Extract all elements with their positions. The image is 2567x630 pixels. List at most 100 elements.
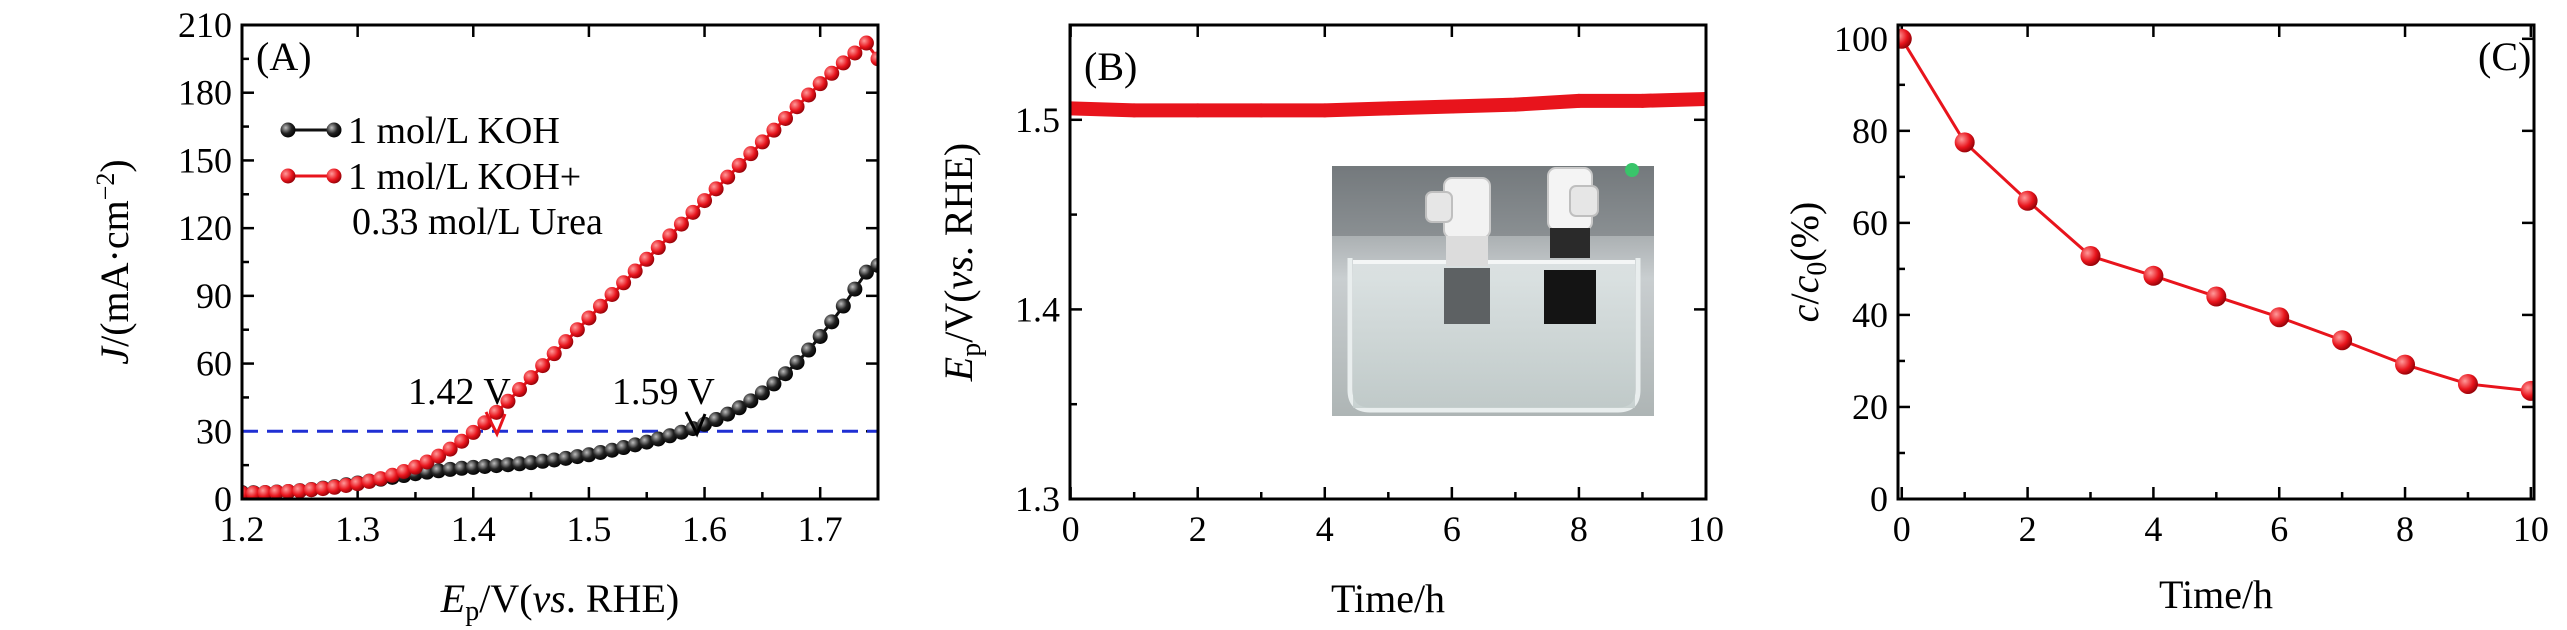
legend-entry-koh: 1 mol/L KOH (348, 110, 560, 152)
data-point-urea (870, 51, 878, 67)
data-point-potential (1635, 93, 1650, 108)
data-point-koh (720, 406, 736, 422)
data-point-urea (558, 334, 574, 350)
data-point-urea (812, 76, 828, 92)
data-point-koh (523, 455, 539, 471)
x-tick-label: 0 (1893, 509, 1911, 549)
x-tick-label: 1.6 (682, 509, 727, 549)
panel-b: 0 2 4 6 8 10 1.3 1.4 1.5 (B) Time/h Ep/V(vs. RHE… (936, 23, 1724, 621)
data-point-urea (338, 477, 354, 493)
data-point-urea (246, 485, 262, 499)
data-point-koh (442, 461, 458, 477)
data-point-urea (627, 263, 643, 279)
data-point-koh (535, 453, 551, 469)
data-point-urea (754, 134, 770, 150)
data-point-urea (535, 358, 551, 374)
data-point-koh (546, 452, 562, 468)
panel-a-legend: 1 mol/L KOH 1 mol/L KOH+ 0.33 mol/L Urea (280, 110, 603, 243)
data-point-urea (650, 240, 666, 256)
data-point-urea (292, 483, 308, 499)
panel-a-frame (240, 23, 880, 501)
panel-a-ylabel: J/(mA·cm−2) (91, 159, 137, 364)
data-point-koh (512, 456, 528, 472)
panel-a: 1.2 1.3 1.4 1.5 1.6 1.7 0 30 60 90 120 150 180 210 (A… (91, 5, 880, 627)
data-point-koh (662, 428, 678, 444)
panel-b-xlabel: Time/h (1331, 576, 1445, 621)
annotation-1-59v-arrow (684, 411, 707, 438)
data-point-urea (697, 193, 713, 209)
annotation-1-42v: 1.42 V (408, 371, 511, 413)
panel-c-series-group (1898, 28, 2534, 401)
data-point-potential (1254, 103, 1269, 118)
data-point-urea (685, 204, 701, 220)
data-point-urea (442, 441, 458, 457)
data-point-potential (1699, 91, 1706, 106)
data-point-koh (477, 458, 493, 474)
annotation-1-59v: 1.59 V (612, 371, 715, 413)
y-tick-label: 0 (1870, 479, 1888, 519)
data-point-koh (673, 424, 689, 440)
data-point-koh (627, 437, 643, 453)
x-tick-label: 8 (2396, 509, 2414, 549)
data-point-koh (558, 450, 574, 466)
series-line-urea (242, 40, 878, 495)
y-tick-label: 40 (1852, 295, 1888, 335)
y-tick-label: 30 (196, 411, 232, 451)
data-point-urea (488, 404, 504, 420)
x-tick-label: 0 (1062, 509, 1080, 549)
data-point-urea (777, 110, 793, 126)
data-point-koh (454, 460, 470, 476)
data-point-urea (731, 157, 747, 173)
y-tick-label: 60 (1852, 203, 1888, 243)
legend-marker-urea-2 (326, 168, 342, 184)
data-point-concentration (2080, 246, 2101, 267)
data-point-urea (350, 476, 366, 492)
x-tick-label: 2 (1189, 509, 1207, 549)
data-point-urea (523, 370, 539, 386)
data-point-potential (1190, 103, 1205, 118)
data-point-urea (847, 45, 863, 61)
data-point-potential (1127, 103, 1142, 118)
data-point-urea (858, 35, 874, 51)
data-point-concentration (2332, 330, 2353, 351)
data-point-koh (789, 354, 805, 370)
panel-a-label: (A) (256, 34, 312, 79)
data-point-koh (604, 442, 620, 458)
data-point-urea (592, 298, 608, 314)
panel-a-xlabel: Ep/V(vs. RHE) (440, 576, 679, 627)
data-point-urea (407, 459, 423, 475)
data-point-koh (847, 281, 863, 297)
legend-marker-urea (280, 168, 296, 184)
data-point-urea (662, 228, 678, 244)
y-tick-label: 180 (178, 73, 232, 113)
data-point-urea (396, 463, 412, 479)
inset-left-holder (1446, 236, 1488, 266)
y-tick-label: 60 (196, 344, 232, 384)
data-point-koh (569, 449, 585, 465)
y-tick-label: 1.3 (1015, 479, 1060, 519)
y-tick-label: 150 (178, 140, 232, 180)
panel-c-frame (1896, 23, 2536, 501)
legend-entry-urea-line1: 1 mol/L KOH+ (348, 156, 581, 198)
x-tick-label: 6 (1443, 509, 1461, 549)
y-tick-label: 80 (1852, 111, 1888, 151)
x-tick-label: 10 (1688, 509, 1724, 549)
data-point-koh (858, 264, 874, 280)
data-point-potential (1317, 103, 1332, 118)
data-point-urea (789, 99, 805, 115)
y-tick-label: 1.5 (1015, 100, 1060, 140)
data-point-urea (720, 169, 736, 185)
inset-left-screw (1425, 191, 1453, 223)
panel-b-label: (B) (1084, 44, 1137, 89)
panel-a-ticks: 1.2 1.3 1.4 1.5 1.6 1.7 0 30 60 90 120 150 180 210 (178, 5, 878, 549)
panel-b-ylabel: Ep/V(vs. RHE) (936, 143, 987, 382)
data-point-concentration (2017, 190, 2038, 211)
x-tick-label: 4 (1316, 509, 1334, 549)
panel-b-inset-photo (1332, 163, 1654, 416)
data-point-potential (1444, 99, 1459, 114)
legend-entry-urea-line2: 0.33 mol/L Urea (352, 201, 603, 243)
panel-b-frame (1068, 23, 1708, 501)
